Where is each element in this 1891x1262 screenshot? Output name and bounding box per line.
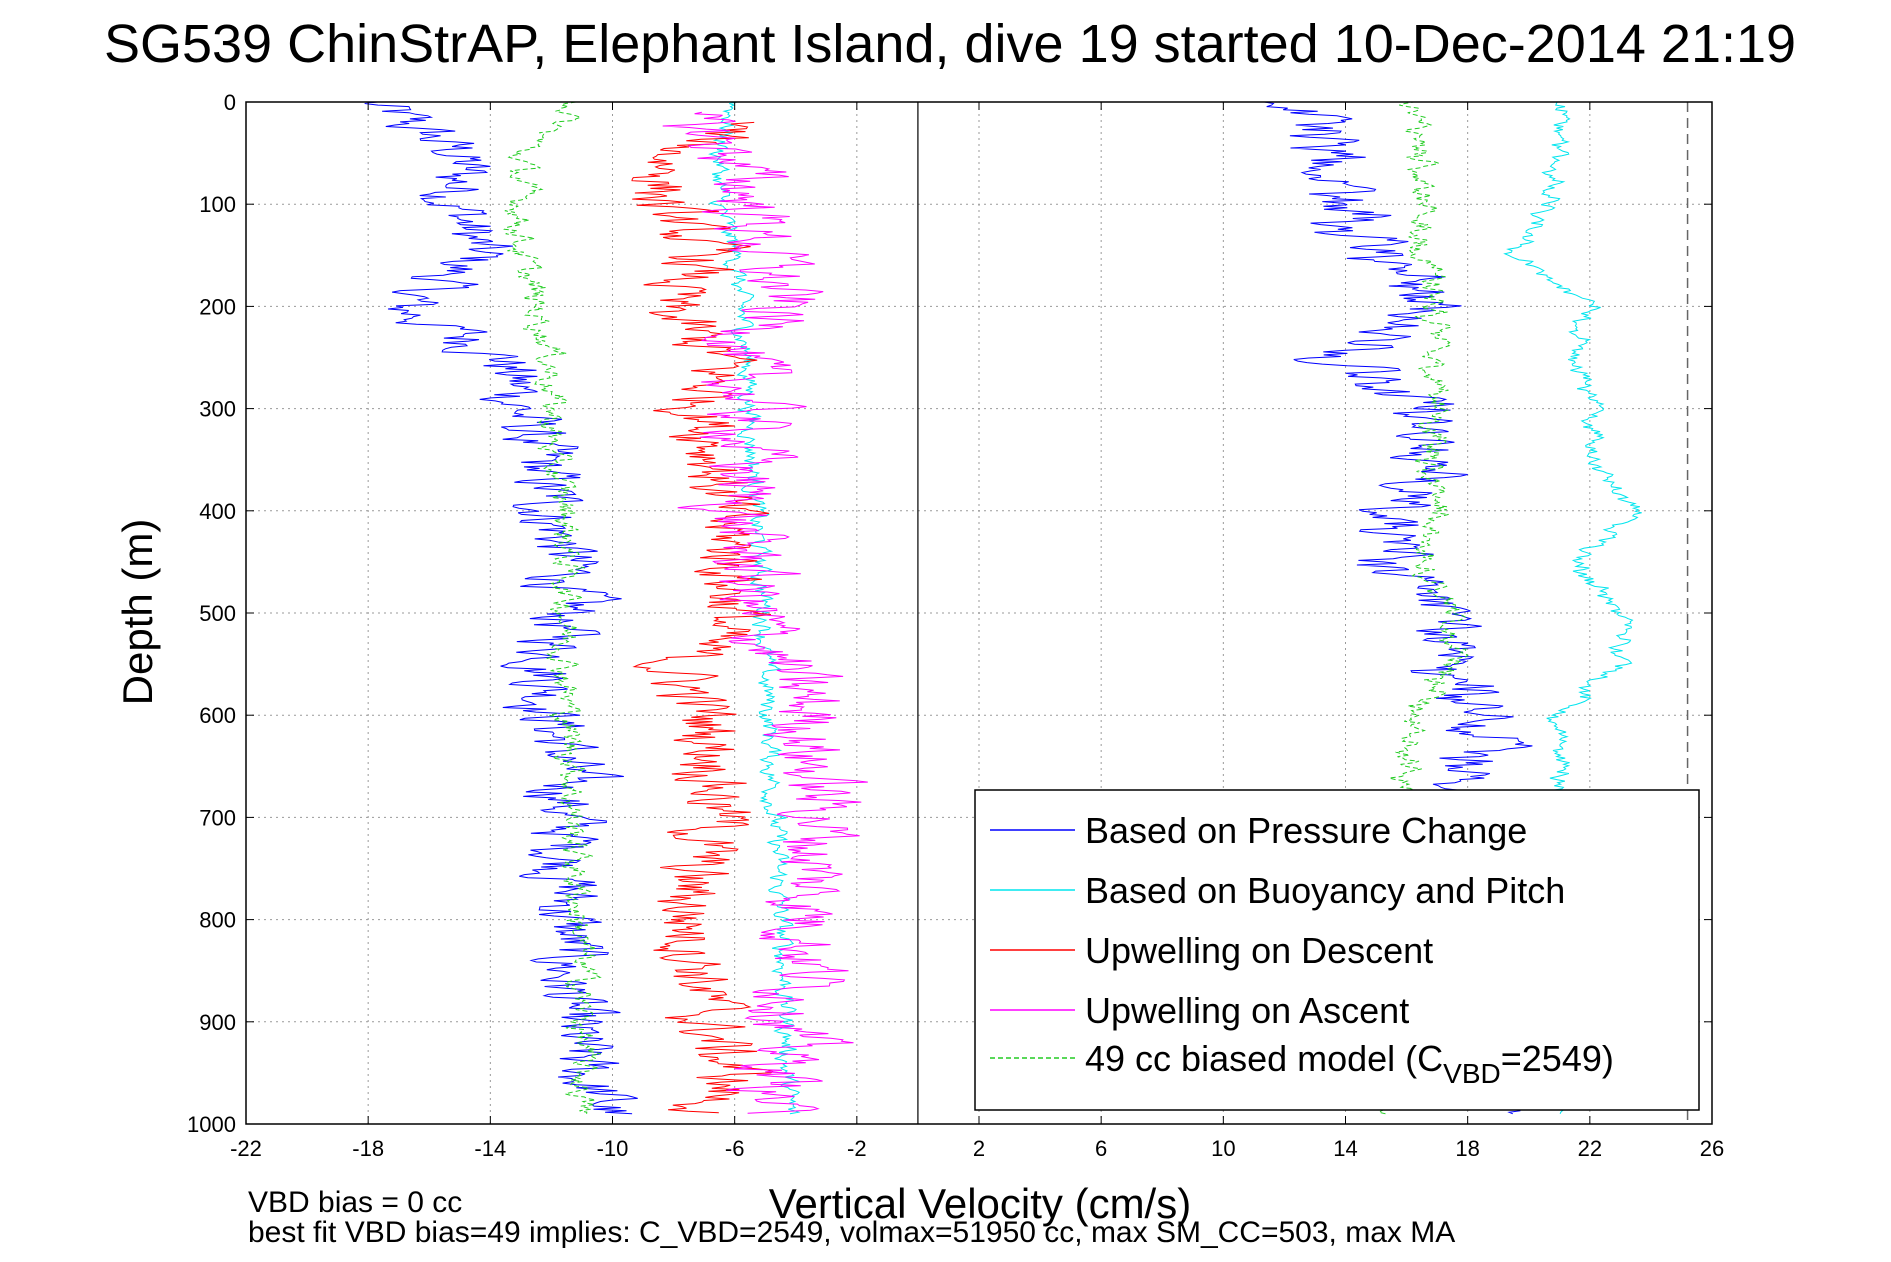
legend-item: Upwelling on Ascent (990, 990, 1409, 1031)
chart-title: SG539 ChinStrAP, Elephant Island, dive 1… (104, 14, 1796, 74)
legend: Based on Pressure Change Based on Buoyanc… (974, 789, 1700, 1111)
series-upwelling-on-descent (631, 121, 774, 1114)
y-axis-label: Depth (m) (114, 519, 161, 706)
series-line-descent (503, 101, 602, 1114)
y-tick-label: 0 (224, 90, 236, 115)
footer-vbd-bias: VBD bias = 0 cc (248, 1186, 462, 1219)
series-upwelling-on-ascent (662, 111, 868, 1114)
legend-label: Based on Pressure Change (1085, 810, 1527, 851)
legend-item: Based on Buoyancy and Pitch (990, 870, 1565, 911)
x-tick-label: -6 (725, 1136, 745, 1161)
legend-label: Upwelling on Ascent (1085, 990, 1409, 1031)
legend-box (974, 789, 1700, 1111)
x-tick-label: -10 (597, 1136, 629, 1161)
legend-item: Based on Pressure Change (990, 810, 1527, 851)
series-line-descent (631, 121, 774, 1114)
legend-label: Upwelling on Descent (1085, 930, 1433, 971)
y-tick-label: 200 (199, 294, 236, 319)
y-tick-label: 300 (199, 397, 236, 422)
series-line-descent (662, 111, 868, 1114)
x-tick-label: 14 (1333, 1136, 1357, 1161)
x-tick-label: -14 (474, 1136, 506, 1161)
y-tick-label: 800 (199, 908, 236, 933)
legend-label: Based on Buoyancy and Pitch (1085, 870, 1565, 911)
y-tick-label: 600 (199, 703, 236, 728)
x-axis-label: Vertical Velocity (cm/s) (769, 1180, 1191, 1227)
x-tick-label: 2 (973, 1136, 985, 1161)
y-tick-label: 1000 (187, 1112, 236, 1137)
y-tick-label: 900 (199, 1010, 236, 1035)
footer-best-fit: best fit VBD bias=49 implies: C_VBD=2549… (248, 1216, 1455, 1249)
x-tick-label: 18 (1455, 1136, 1479, 1161)
legend-item: 49 cc biased model (CVBD=2549) (990, 1038, 1614, 1089)
axis-ticks: -22 -18 -14 -10 -6 -2 2 6 10 14 18 22 26010020030040… (187, 90, 1724, 1161)
y-tick-label: 700 (199, 805, 236, 830)
series-line-ascent (1355, 101, 1469, 1115)
y-tick-label: 500 (199, 601, 236, 626)
legend-item: Upwelling on Descent (990, 930, 1433, 971)
series-49-cc-biased-model-cvbd-2549- (503, 101, 1469, 1115)
series-line-descent (364, 101, 638, 1115)
y-tick-label: 100 (199, 192, 236, 217)
y-tick-label: 400 (199, 499, 236, 524)
x-tick-label: -22 (230, 1136, 262, 1161)
x-tick-label: 22 (1578, 1136, 1602, 1161)
legend-label: 49 cc biased model (CVBD=2549) (1085, 1038, 1614, 1089)
x-tick-label: -18 (352, 1136, 384, 1161)
x-tick-label: -2 (847, 1136, 867, 1161)
x-tick-label: 10 (1211, 1136, 1235, 1161)
x-tick-label: 26 (1700, 1136, 1724, 1161)
x-tick-label: 6 (1095, 1136, 1107, 1161)
